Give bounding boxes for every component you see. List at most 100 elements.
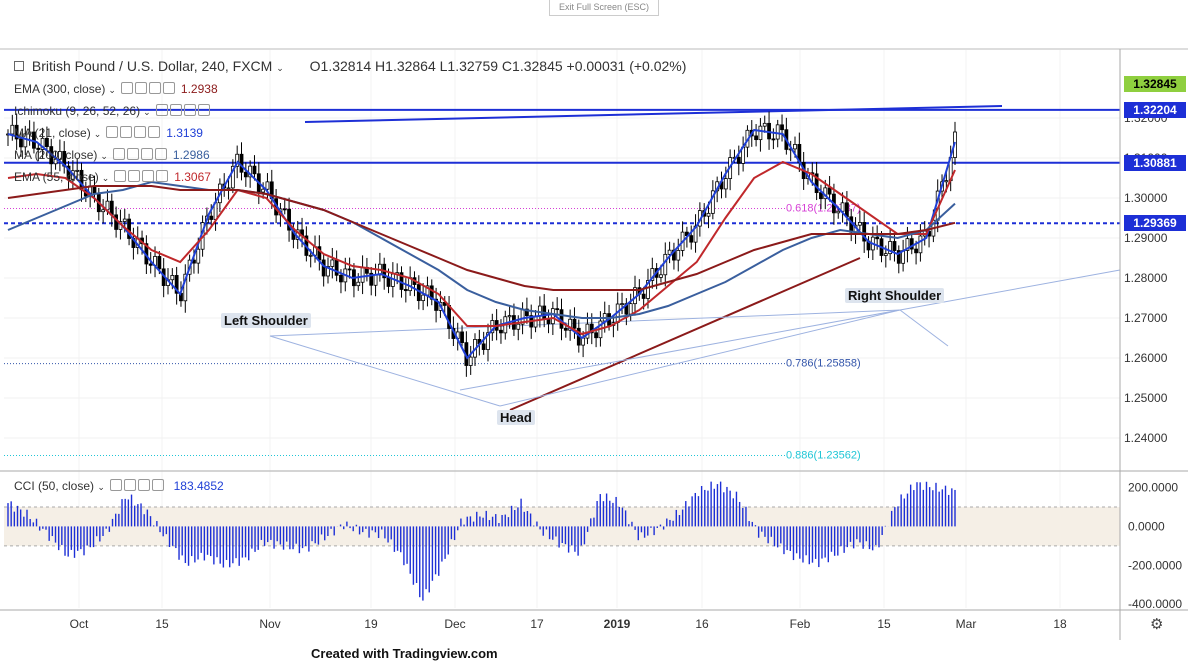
candle-body: [486, 332, 490, 350]
candle-body: [265, 181, 270, 190]
chevron-down-icon[interactable]: ⌄: [97, 482, 105, 492]
settings-icon[interactable]: [124, 479, 137, 491]
candle-body: [581, 337, 586, 346]
candle-body: [836, 210, 841, 214]
candle-body: [40, 137, 45, 150]
candle-body: [14, 124, 19, 140]
candle-body: [758, 125, 763, 141]
fib-label: 0.786(1.25858): [786, 358, 861, 370]
indicator-legend: EMA (300, close) ⌄ 1.2938: [14, 82, 218, 96]
candle-body: [403, 289, 408, 292]
settings-icon[interactable]: [134, 82, 147, 94]
candle-body: [148, 263, 153, 266]
x-tick-label: 18: [1053, 617, 1067, 631]
candle-body: [421, 294, 426, 302]
candle-body: [235, 153, 240, 167]
chevron-down-icon[interactable]: ⌄: [108, 85, 116, 95]
fan-line: [499, 309, 901, 407]
fan-line: [899, 309, 949, 347]
indicator-legend: EMA (55, close) ⌄ 1.3067: [14, 170, 211, 184]
collapse-icon[interactable]: [14, 61, 24, 71]
plus-icon[interactable]: [140, 148, 153, 160]
eye-icon[interactable]: [110, 479, 123, 491]
pattern-annotation: Head: [497, 410, 535, 425]
settings-icon[interactable]: [126, 148, 139, 160]
fan-line: [269, 335, 501, 407]
candle-body: [883, 253, 888, 256]
plus-icon[interactable]: [142, 170, 155, 182]
eye-icon[interactable]: [120, 82, 133, 94]
candle-body: [659, 274, 663, 278]
candle-body: [507, 315, 512, 318]
candle-body: [819, 192, 823, 200]
candle-body: [780, 124, 784, 131]
exit-fullscreen-button[interactable]: Exit Full Screen (ESC): [549, 0, 659, 16]
plus-icon[interactable]: [138, 479, 151, 491]
x-tick-label: Nov: [259, 617, 280, 631]
eye-icon[interactable]: [155, 104, 168, 116]
candle-body: [360, 266, 365, 283]
cci-y-tick-label: -400.0000: [1128, 597, 1182, 611]
close-icon[interactable]: [148, 126, 161, 138]
settings-icon[interactable]: [120, 126, 133, 138]
settings-icon[interactable]: [128, 170, 141, 182]
close-icon[interactable]: [156, 170, 169, 182]
candle-body: [827, 187, 832, 195]
candle-body: [10, 124, 15, 135]
settings-icon[interactable]: [169, 104, 182, 116]
candle-body: [101, 209, 106, 213]
x-tick-label: 16: [695, 617, 709, 631]
candle-body: [334, 259, 339, 276]
x-tick-label: 15: [877, 617, 891, 631]
candle-body: [326, 266, 330, 277]
candle-body: [676, 250, 681, 261]
candle-body: [689, 235, 694, 243]
close-icon[interactable]: [152, 479, 165, 491]
candle-body: [157, 256, 162, 270]
candle-body: [628, 303, 633, 315]
chevron-down-icon[interactable]: ⌄: [101, 173, 110, 183]
candle-body: [109, 200, 114, 216]
candle-body: [230, 165, 235, 189]
chevron-down-icon[interactable]: ⌄: [93, 129, 102, 139]
candle-body: [114, 214, 119, 230]
candle-body: [710, 190, 715, 214]
symbol-title: British Pound / U.S. Dollar, 240, FXCM: [31, 58, 273, 74]
fib-label: 0.886(1.23562): [786, 450, 861, 462]
candle-body: [308, 254, 313, 257]
x-tick-label: 15: [155, 617, 169, 631]
eye-icon[interactable]: [114, 170, 127, 182]
plus-icon[interactable]: [148, 82, 161, 94]
chevron-down-icon[interactable]: ⌄: [100, 151, 108, 161]
candle-body: [75, 169, 80, 172]
gear-icon[interactable]: ⚙: [1150, 616, 1164, 633]
candle-body: [252, 165, 257, 175]
candle-body: [460, 331, 464, 344]
candle-body: [196, 248, 201, 264]
fib-label: 0.618(1.29737): [786, 203, 861, 215]
x-tick-label: Dec: [444, 617, 465, 631]
plus-icon[interactable]: [134, 126, 147, 138]
close-icon[interactable]: [154, 148, 167, 160]
indicator-label: Ichimoku (9, 26, 52, 26): [14, 104, 141, 118]
close-icon[interactable]: [162, 82, 175, 94]
candle-body: [339, 274, 343, 283]
candle-body: [706, 212, 711, 217]
eye-icon[interactable]: [112, 148, 125, 160]
chevron-down-icon[interactable]: ⌄: [143, 107, 151, 117]
fan-line: [459, 309, 901, 391]
plus-icon[interactable]: [183, 104, 196, 116]
candle-body: [568, 318, 573, 331]
candle-body: [321, 259, 326, 277]
candle-body: [239, 153, 244, 173]
neckline-trendline: [304, 105, 1003, 123]
candle-body: [762, 122, 767, 127]
pattern-annotation: Left Shoulder: [221, 313, 311, 328]
eye-icon[interactable]: [106, 126, 119, 138]
candle-body: [105, 200, 110, 211]
candle-body: [754, 135, 758, 141]
candle-body: [594, 332, 598, 339]
candle-body: [775, 124, 780, 140]
chevron-down-icon[interactable]: ⌄: [276, 63, 284, 73]
close-icon[interactable]: [197, 104, 210, 116]
